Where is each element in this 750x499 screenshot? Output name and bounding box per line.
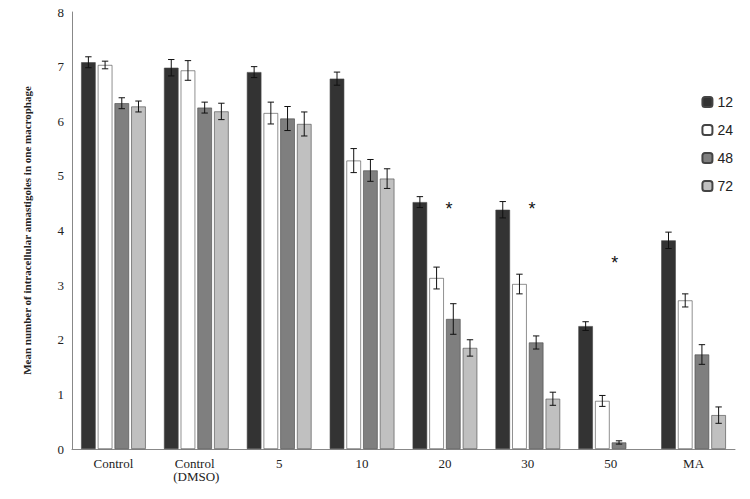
svg-text:12: 12 [717, 94, 733, 110]
svg-text:*: * [528, 199, 535, 219]
svg-text:6: 6 [58, 114, 65, 129]
svg-text:Mean number of intracellular a: Mean number of intracellular amastigoles… [21, 86, 33, 375]
svg-text:(DMSO): (DMSO) [173, 469, 219, 484]
svg-text:5: 5 [58, 168, 65, 183]
svg-text:50: 50 [604, 456, 617, 471]
svg-text:48: 48 [717, 150, 733, 166]
svg-text:0: 0 [58, 442, 65, 457]
svg-text:8: 8 [58, 5, 65, 20]
svg-text:7: 7 [58, 59, 65, 74]
svg-text:72: 72 [717, 178, 733, 194]
svg-text:24: 24 [717, 122, 733, 138]
svg-text:10: 10 [356, 456, 369, 471]
svg-text:1: 1 [58, 387, 65, 402]
svg-text:30: 30 [521, 456, 534, 471]
svg-text:Control: Control [94, 456, 134, 471]
svg-text:Control: Control [174, 456, 218, 471]
svg-text:2: 2 [58, 332, 65, 347]
svg-text:3: 3 [58, 278, 65, 293]
svg-text:20: 20 [438, 456, 451, 471]
svg-text:*: * [446, 199, 453, 219]
svg-text:5: 5 [276, 456, 283, 471]
svg-text:4: 4 [58, 223, 65, 238]
svg-text:*: * [611, 253, 618, 273]
svg-text:MA: MA [683, 456, 705, 471]
